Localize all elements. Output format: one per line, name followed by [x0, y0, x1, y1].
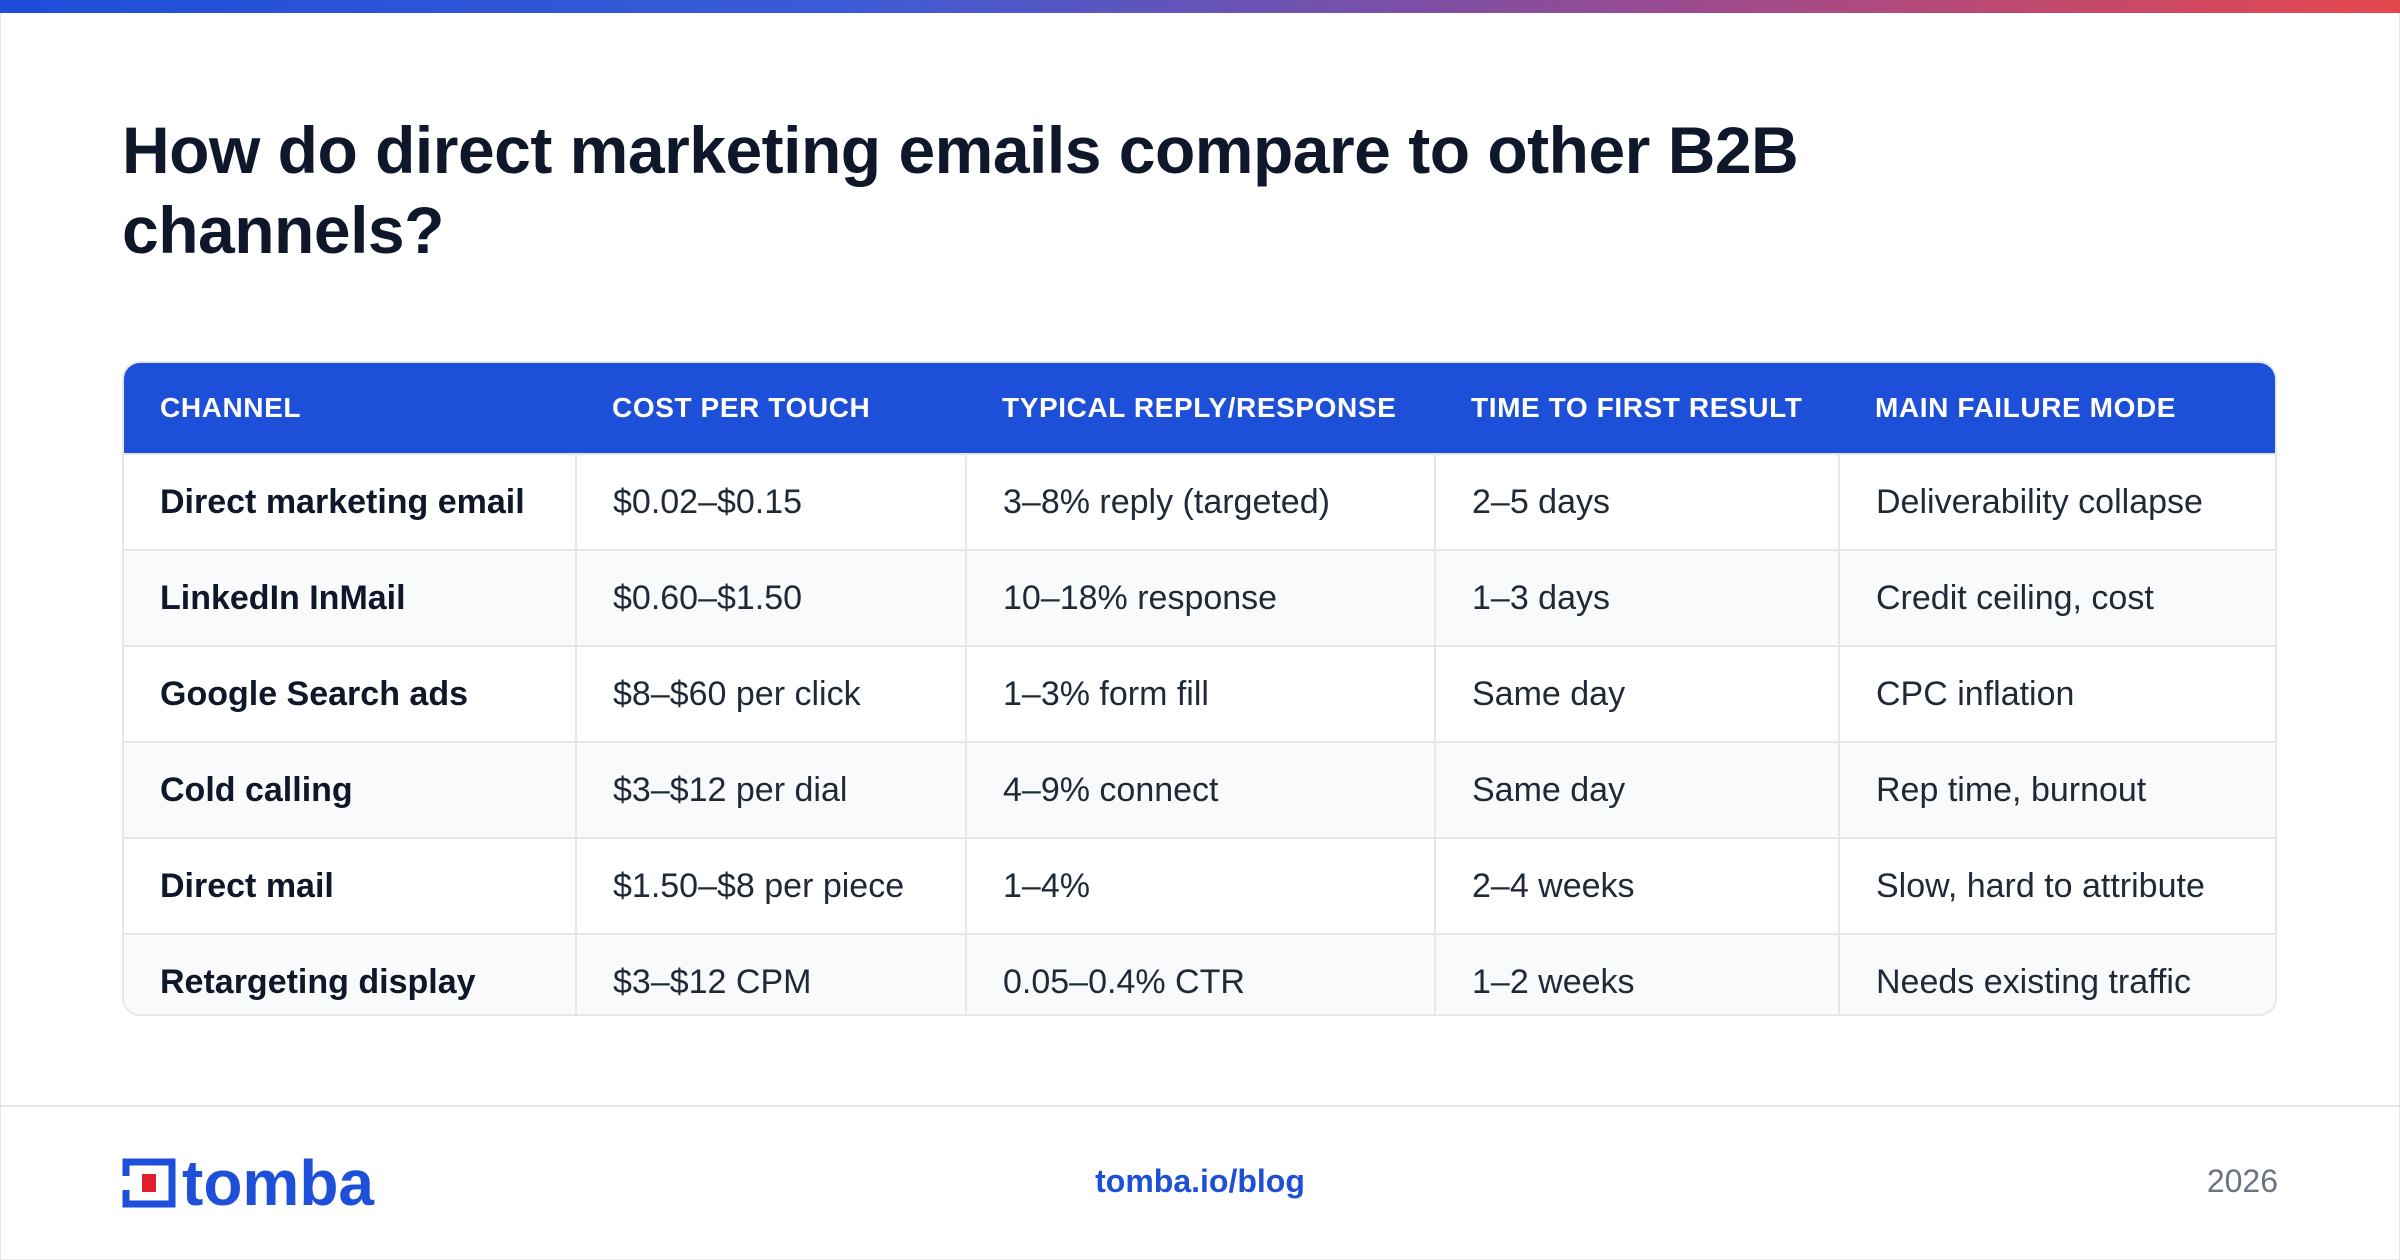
cell-time: 2–5 days	[1434, 453, 1839, 550]
cell-channel: Google Search ads	[124, 645, 576, 742]
footer-url-link[interactable]: tomba.io/blog	[1095, 1163, 1305, 1199]
cell-failure: Needs existing traffic	[1838, 933, 2275, 1014]
tomba-logo-mark-icon	[122, 1158, 176, 1208]
comparison-table: CHANNEL COST PER TOUCH TYPICAL REPLY/RES…	[122, 361, 2277, 1016]
cell-response: 1–4%	[965, 837, 1435, 934]
header-cost-per-touch: COST PER TOUCH	[576, 363, 966, 454]
cell-response: 1–3% form fill	[965, 645, 1435, 742]
footer-year: 2026	[2206, 1163, 2278, 1199]
cell-cost: $0.02–$0.15	[575, 453, 966, 550]
gradient-top-bar	[0, 0, 2400, 13]
table-row: Google Search ads $8–$60 per click 1–3% …	[124, 645, 2275, 742]
cell-time: 1–2 weeks	[1434, 933, 1839, 1014]
cell-cost: $8–$60 per click	[575, 645, 966, 742]
header-main-failure-mode: MAIN FAILURE MODE	[1839, 363, 2275, 454]
cell-channel: Direct marketing email	[124, 453, 576, 550]
cell-time: Same day	[1434, 741, 1839, 838]
cell-cost: $1.50–$8 per piece	[575, 837, 966, 934]
cell-response: 0.05–0.4% CTR	[965, 933, 1435, 1014]
cell-time: 2–4 weeks	[1434, 837, 1839, 934]
page-title: How do direct marketing emails compare t…	[122, 113, 1799, 267]
table-row: LinkedIn InMail $0.60–$1.50 10–18% respo…	[124, 549, 2275, 646]
cell-failure: Credit ceiling, cost	[1838, 549, 2275, 646]
cell-cost: $3–$12 CPM	[575, 933, 966, 1014]
table-row: Direct mail $1.50–$8 per piece 1–4% 2–4 …	[124, 837, 2275, 934]
tomba-logo[interactable]: tomba	[122, 1147, 374, 1219]
cell-failure: CPC inflation	[1838, 645, 2275, 742]
header-typical-response: TYPICAL REPLY/RESPONSE	[966, 363, 1435, 454]
cell-cost: $0.60–$1.50	[575, 549, 966, 646]
header-channel: CHANNEL	[124, 363, 576, 454]
cell-channel: Direct mail	[124, 837, 576, 934]
cell-response: 4–9% connect	[965, 741, 1435, 838]
cell-failure: Deliverability collapse	[1838, 453, 2275, 550]
cell-response: 3–8% reply (targeted)	[965, 453, 1435, 550]
cell-failure: Rep time, burnout	[1838, 741, 2275, 838]
cell-cost: $3–$12 per dial	[575, 741, 966, 838]
cell-time: Same day	[1434, 645, 1839, 742]
cell-channel: Cold calling	[124, 741, 576, 838]
table-header-row: CHANNEL COST PER TOUCH TYPICAL REPLY/RES…	[124, 363, 2275, 454]
cell-time: 1–3 days	[1434, 549, 1839, 646]
table-row: Retargeting display $3–$12 CPM 0.05–0.4%…	[124, 933, 2275, 1014]
cell-response: 10–18% response	[965, 549, 1435, 646]
cell-channel: Retargeting display	[124, 933, 576, 1014]
cell-channel: LinkedIn InMail	[124, 549, 576, 646]
footer-divider	[0, 1105, 2400, 1107]
header-time-to-first-result: TIME TO FIRST RESULT	[1435, 363, 1839, 454]
table-row: Direct marketing email $0.02–$0.15 3–8% …	[124, 453, 2275, 550]
table-row: Cold calling $3–$12 per dial 4–9% connec…	[124, 741, 2275, 838]
logo-wordmark: tomba	[182, 1147, 374, 1219]
cell-failure: Slow, hard to attribute	[1838, 837, 2275, 934]
